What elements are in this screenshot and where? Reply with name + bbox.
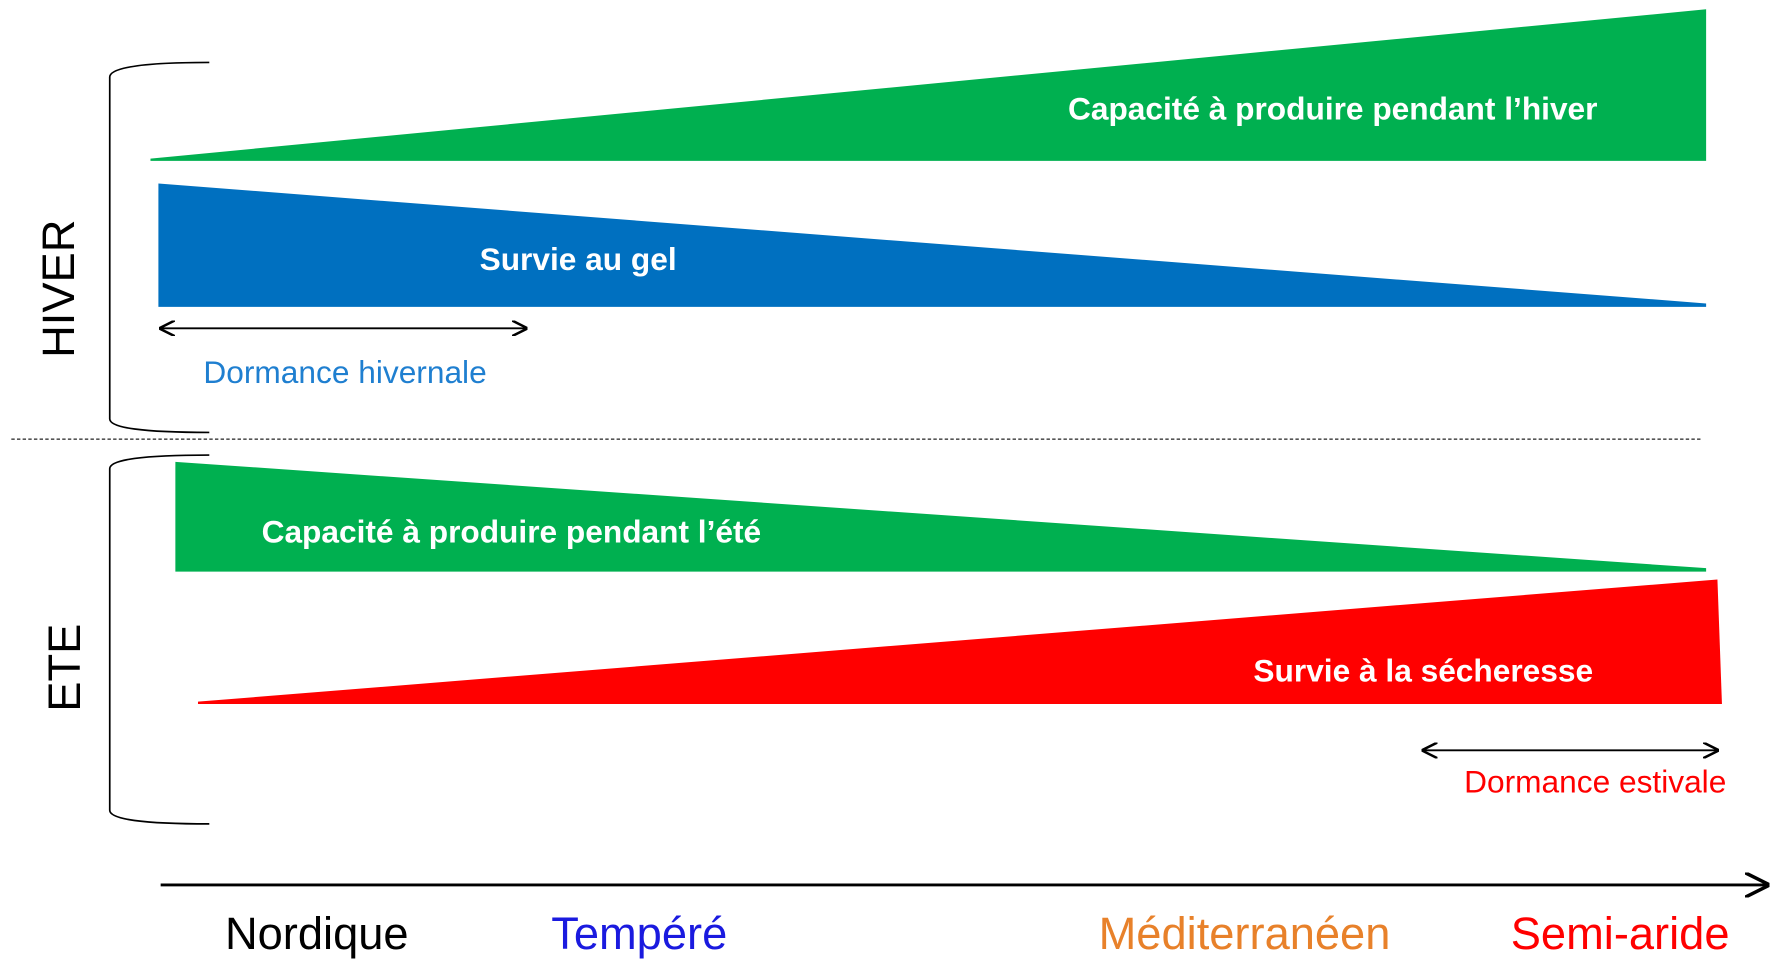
wedge bbox=[197, 579, 1722, 704]
axis-label: Tempéré bbox=[551, 908, 727, 959]
wedge bbox=[158, 183, 1707, 307]
brace bbox=[108, 61, 210, 434]
band-label: Survie au gel bbox=[480, 241, 677, 277]
brace bbox=[108, 454, 210, 825]
section-label: ETE bbox=[39, 624, 90, 712]
section-label: HIVER bbox=[33, 220, 84, 358]
axis-label: Nordique bbox=[225, 908, 409, 959]
dormancy-label: Dormance hivernale bbox=[203, 354, 486, 390]
band-label: Survie à la sécheresse bbox=[1253, 653, 1593, 689]
wedge bbox=[175, 461, 1707, 572]
band-label: Capacité à produire pendant l’été bbox=[262, 514, 762, 550]
band-label: Capacité à produire pendant l’hiver bbox=[1068, 90, 1598, 126]
dormancy-label: Dormance estivale bbox=[1464, 764, 1726, 800]
axis-label: Méditerranéen bbox=[1099, 908, 1391, 959]
axis-label: Semi-aride bbox=[1511, 908, 1730, 959]
wedge bbox=[150, 9, 1707, 161]
